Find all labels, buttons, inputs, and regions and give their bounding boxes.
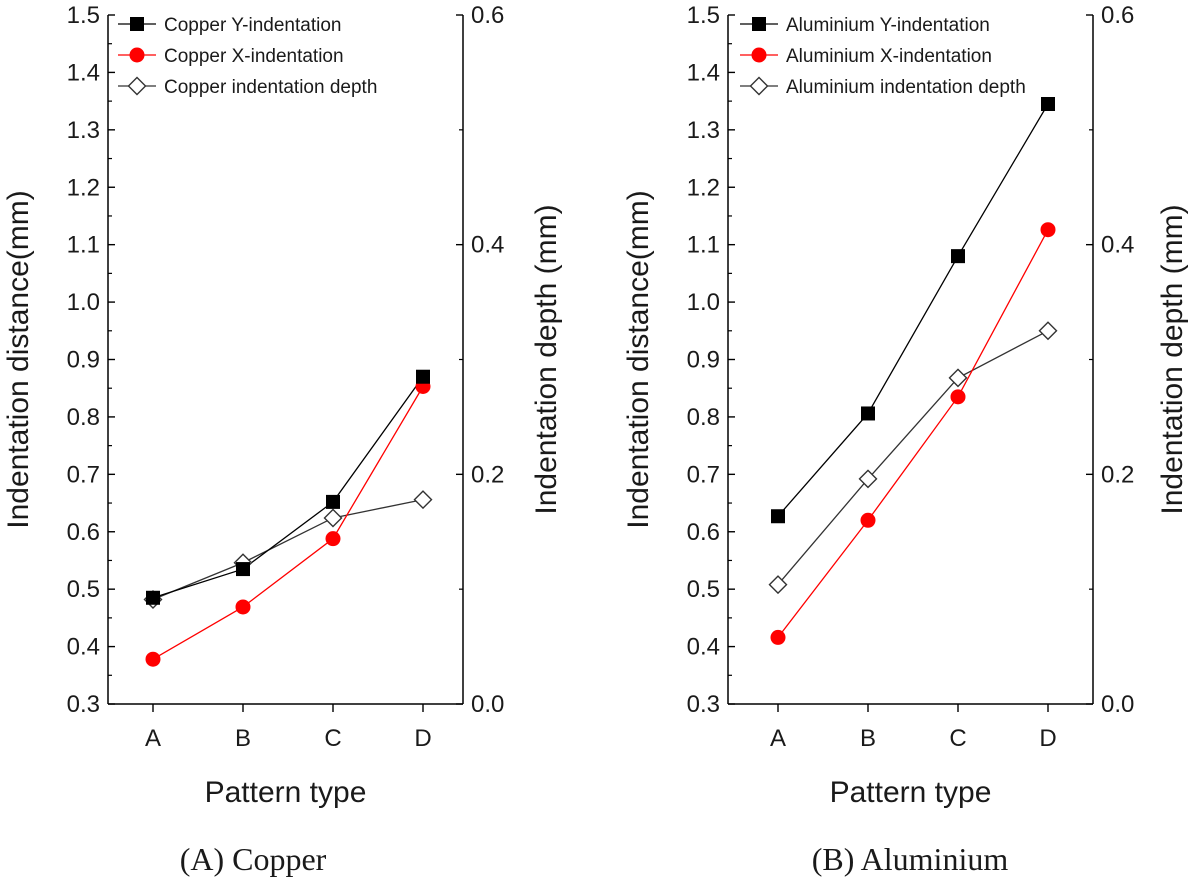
left-tick-label: 1.0 bbox=[67, 289, 100, 316]
left-tick-label: 0.3 bbox=[687, 691, 720, 718]
data-point-diamond bbox=[858, 469, 878, 489]
series-line-circle bbox=[152, 386, 424, 660]
x-tick-label: D bbox=[414, 725, 431, 752]
data-point-circle bbox=[145, 651, 161, 667]
data-point-square bbox=[861, 406, 875, 421]
legend-label: Copper X-indentation bbox=[164, 46, 344, 67]
legend-marker-diamond bbox=[127, 76, 147, 96]
legend-marker-circle bbox=[129, 47, 145, 63]
data-point-square bbox=[146, 590, 160, 605]
legend-label: Aluminium Y-indentation bbox=[786, 15, 990, 36]
data-point-diamond bbox=[323, 508, 343, 528]
data-point-diamond bbox=[413, 490, 433, 510]
left-tick-label: 0.8 bbox=[67, 404, 100, 431]
data-point-circle bbox=[770, 629, 786, 645]
series-line-square bbox=[152, 376, 424, 599]
right-tick-label: 0.6 bbox=[1101, 2, 1134, 29]
legend-marker-circle bbox=[751, 47, 767, 63]
legend-label: Aluminium X-indentation bbox=[786, 46, 992, 67]
x-tick-label: C bbox=[324, 725, 341, 752]
x-tick-label: A bbox=[770, 725, 786, 752]
data-point-diamond bbox=[948, 368, 968, 388]
data-point-square bbox=[771, 509, 785, 524]
left-tick-label: 1.3 bbox=[687, 117, 720, 144]
x-axis-title: Pattern type bbox=[205, 776, 367, 809]
series-line-circle bbox=[777, 229, 1049, 638]
left-tick-label: 1.5 bbox=[67, 2, 100, 29]
left-tick-label: 1.0 bbox=[687, 289, 720, 316]
data-point-square bbox=[236, 562, 250, 577]
left-tick-label: 1.1 bbox=[687, 232, 720, 259]
data-point-square bbox=[326, 494, 340, 509]
left-tick-label: 0.4 bbox=[687, 634, 720, 661]
data-point-circle bbox=[950, 389, 966, 405]
data-point-circle bbox=[1040, 222, 1056, 238]
data-point-square bbox=[951, 249, 965, 264]
series-line-diamond bbox=[152, 498, 424, 601]
data-point-diamond bbox=[1038, 321, 1058, 341]
right-tick-label: 0.2 bbox=[471, 461, 504, 488]
left-tick-label: 1.3 bbox=[67, 117, 100, 144]
right-tick-label: 0.0 bbox=[471, 691, 504, 718]
left-tick-label: 0.8 bbox=[687, 404, 720, 431]
x-axis-title: Pattern type bbox=[830, 776, 992, 809]
y2-axis-title: Indentation depth (mm) bbox=[530, 204, 563, 514]
left-tick-label: 1.2 bbox=[687, 174, 720, 201]
x-tick-label: D bbox=[1039, 725, 1056, 752]
left-tick-label: 0.6 bbox=[687, 519, 720, 546]
data-point-circle bbox=[235, 599, 251, 615]
left-tick-label: 0.6 bbox=[67, 519, 100, 546]
right-tick-label: 0.4 bbox=[471, 232, 504, 259]
copper-chart: 0.3 0.4 0.5 0.6 0.7 0.8 0.9 1.0 1.1 1.2 1.3 1.4 1.5 0… bbox=[2, 2, 563, 877]
data-point-square bbox=[416, 369, 430, 384]
series-line-diamond bbox=[777, 330, 1049, 585]
left-tick-label: 0.9 bbox=[687, 347, 720, 374]
aluminium-chart: 0.3 0.4 0.5 0.6 0.7 0.8 0.9 1.0 1.1 1.2 1.3 1.4 1.5 0… bbox=[622, 2, 1189, 877]
x-tick-label: A bbox=[145, 725, 161, 752]
panel-caption: (B) Aluminium bbox=[812, 841, 1009, 877]
data-point-circle bbox=[325, 531, 341, 547]
legend-label: Copper Y-indentation bbox=[164, 15, 341, 36]
legend-label: Aluminium indentation depth bbox=[786, 77, 1026, 98]
series-line-square bbox=[777, 103, 1049, 517]
right-tick-label: 0.4 bbox=[1101, 232, 1134, 259]
left-tick-label: 0.3 bbox=[67, 691, 100, 718]
left-tick-label: 0.5 bbox=[687, 576, 720, 603]
y-axis-title: Indentation distance(mm) bbox=[2, 190, 35, 529]
y-axis-title: Indentation distance(mm) bbox=[622, 190, 655, 529]
legend-marker-square bbox=[130, 17, 144, 31]
left-tick-label: 1.5 bbox=[687, 2, 720, 29]
x-tick-label: B bbox=[860, 725, 876, 752]
left-tick-label: 1.2 bbox=[67, 174, 100, 201]
data-point-square bbox=[1041, 96, 1055, 111]
left-tick-label: 0.7 bbox=[687, 461, 720, 488]
data-point-diamond bbox=[768, 575, 788, 595]
right-tick-label: 0.0 bbox=[1101, 691, 1134, 718]
x-tick-label: B bbox=[235, 725, 251, 752]
y2-axis-title: Indentation depth (mm) bbox=[1156, 204, 1189, 514]
left-tick-label: 0.4 bbox=[67, 634, 100, 661]
left-tick-label: 0.5 bbox=[67, 576, 100, 603]
x-tick-label: C bbox=[949, 725, 966, 752]
left-tick-label: 1.4 bbox=[67, 59, 100, 86]
left-tick-label: 0.7 bbox=[67, 461, 100, 488]
left-tick-label: 1.4 bbox=[687, 59, 720, 86]
left-tick-label: 0.9 bbox=[67, 347, 100, 374]
legend-marker-square bbox=[752, 17, 766, 31]
left-tick-label: 1.1 bbox=[67, 232, 100, 259]
panel-caption: (A) Copper bbox=[180, 841, 327, 877]
legend-label: Copper indentation depth bbox=[164, 77, 377, 98]
data-point-circle bbox=[860, 512, 876, 528]
legend-marker-diamond bbox=[749, 76, 769, 96]
right-tick-label: 0.2 bbox=[1101, 461, 1134, 488]
right-tick-label: 0.6 bbox=[471, 2, 504, 29]
